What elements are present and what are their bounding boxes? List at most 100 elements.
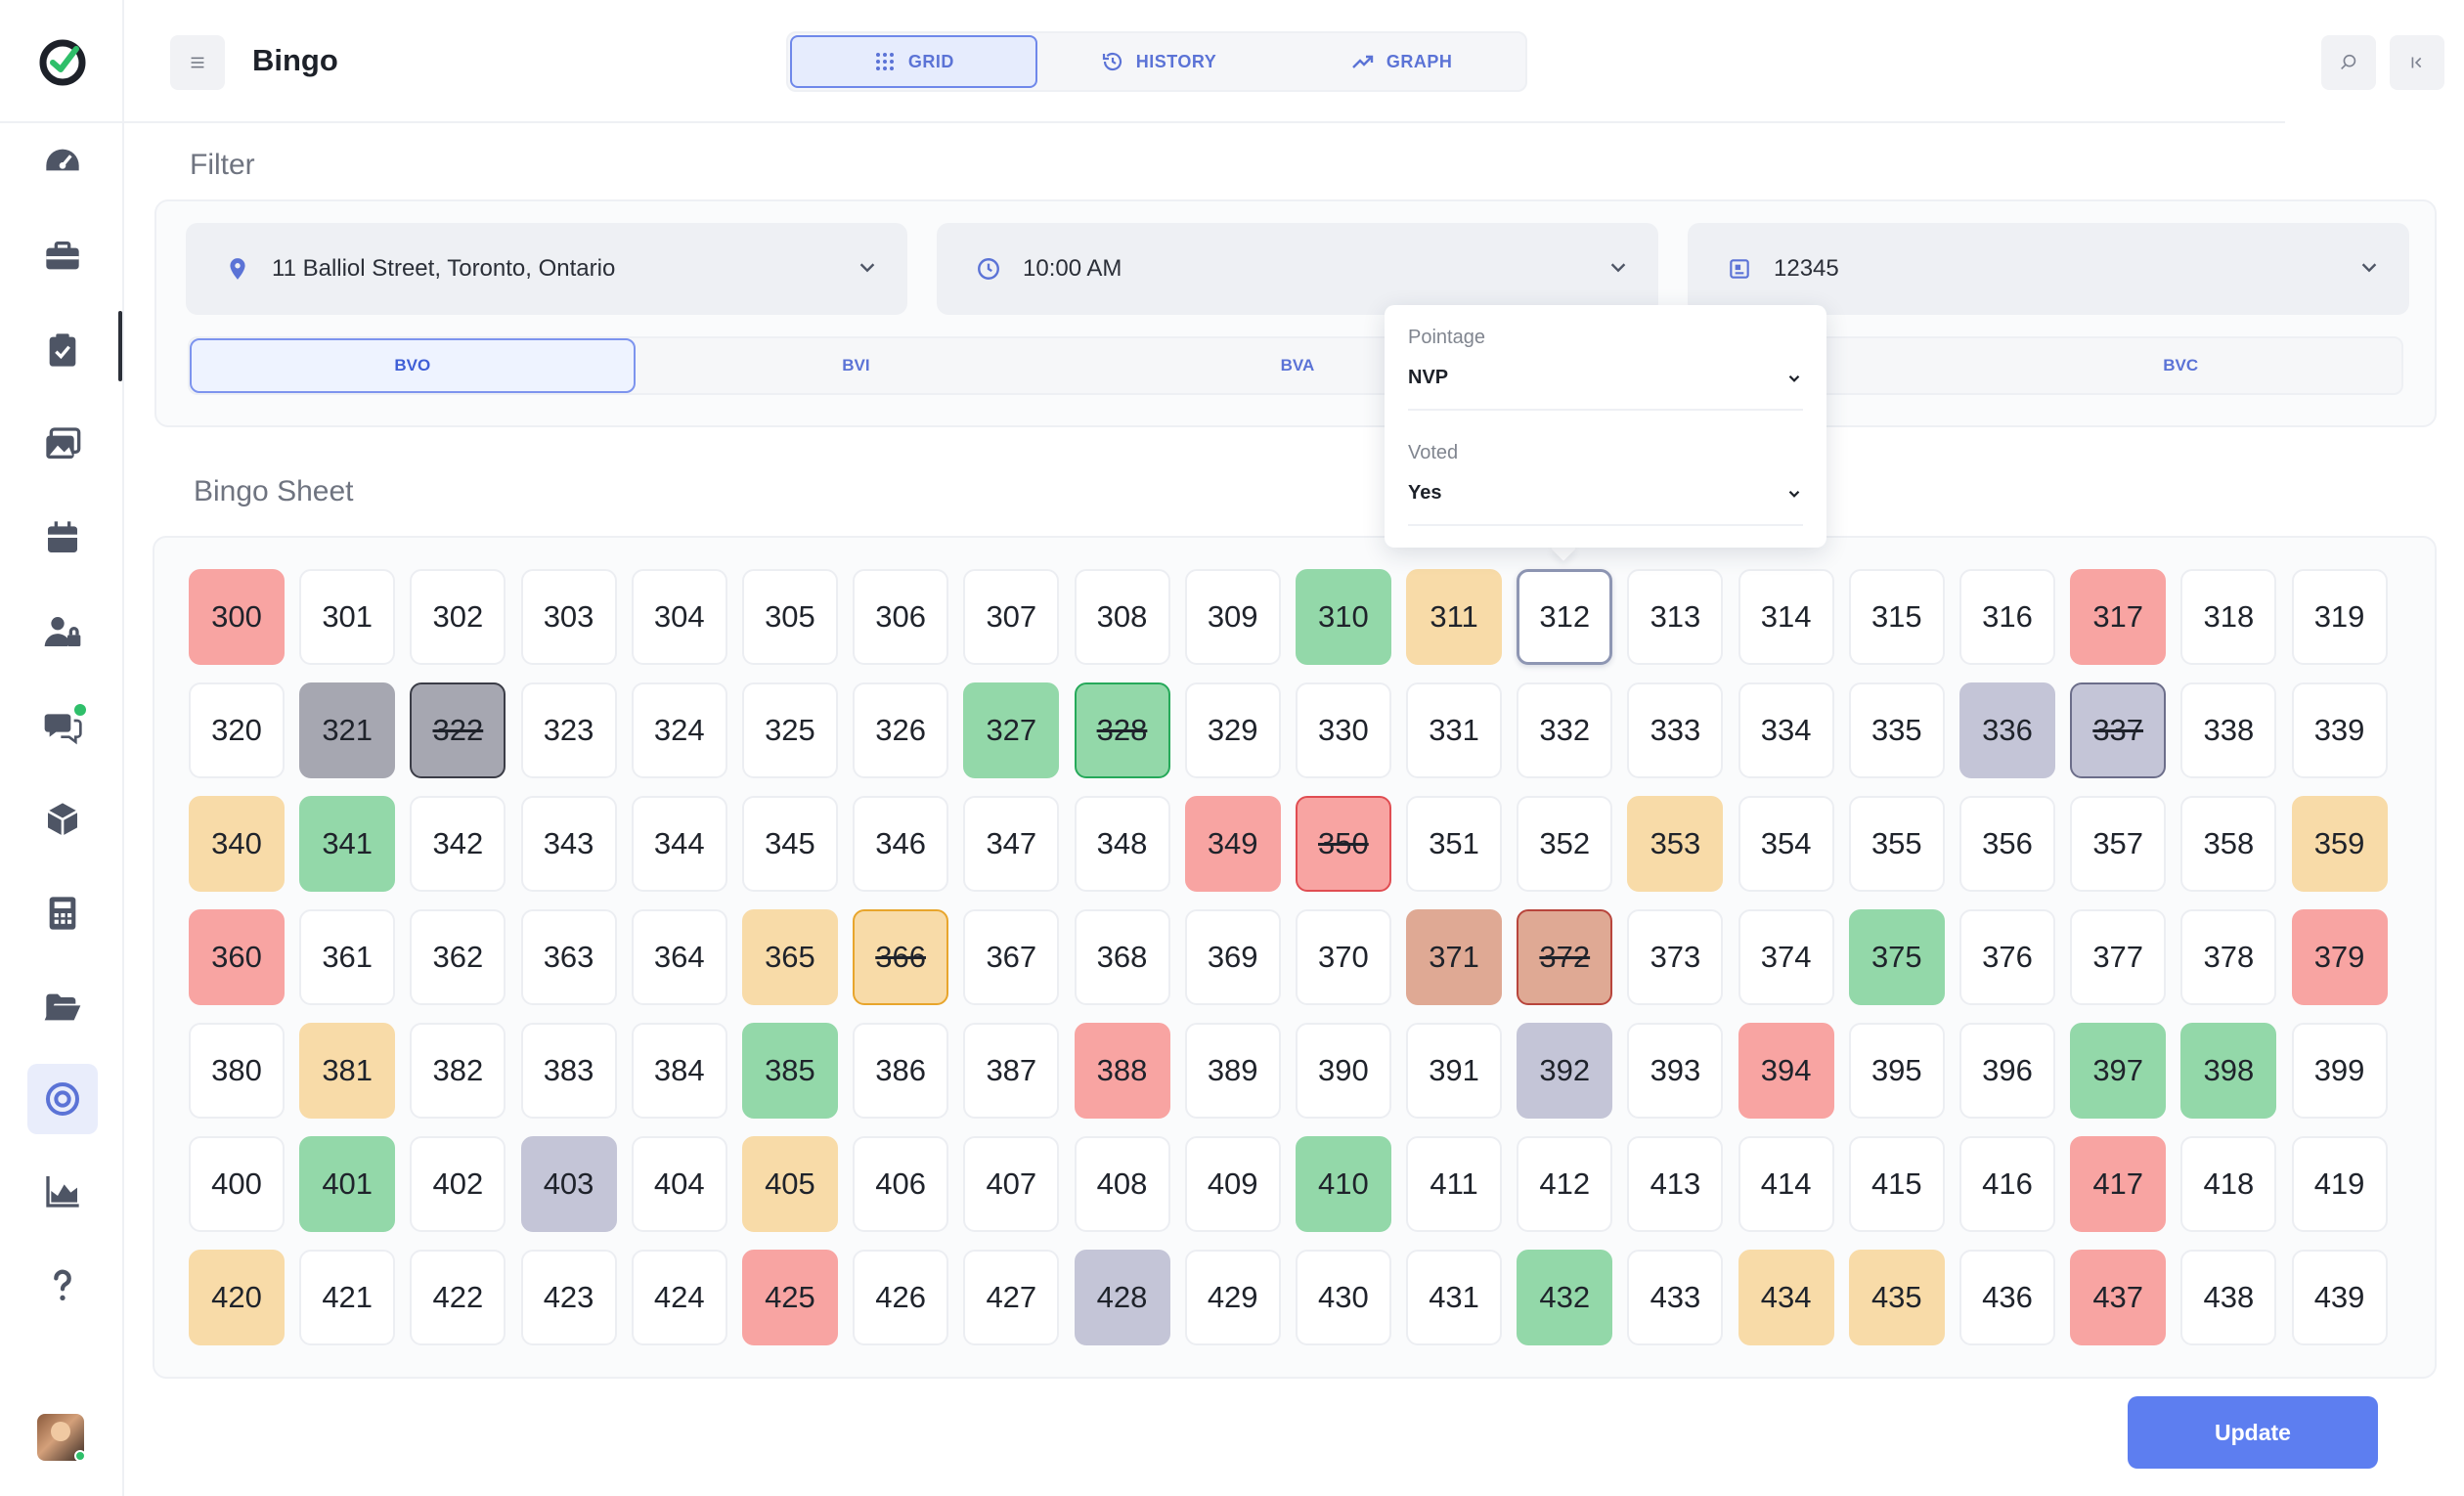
bingo-cell[interactable]: 389 xyxy=(1184,1023,1281,1119)
bingo-cell[interactable]: 413 xyxy=(1627,1136,1724,1232)
bingo-cell[interactable]: 324 xyxy=(631,682,727,778)
bingo-cell[interactable]: 303 xyxy=(520,569,617,665)
bingo-cell[interactable]: 371 xyxy=(1406,909,1503,1005)
bingo-cell[interactable]: 314 xyxy=(1738,569,1834,665)
bingo-cell[interactable]: 372 xyxy=(1517,909,1613,1005)
bingo-cell[interactable]: 335 xyxy=(1848,682,1945,778)
bingo-cell[interactable]: 401 xyxy=(299,1136,396,1232)
target-icon[interactable] xyxy=(27,1064,98,1134)
bingo-cell[interactable]: 367 xyxy=(963,909,1060,1005)
tab-grid[interactable]: GRID xyxy=(790,35,1037,88)
area-chart-icon[interactable] xyxy=(27,1156,98,1226)
bingo-cell[interactable]: 385 xyxy=(741,1023,838,1119)
bingo-cell[interactable]: 392 xyxy=(1517,1023,1613,1119)
bingo-cell[interactable]: 405 xyxy=(741,1136,838,1232)
bingo-cell[interactable]: 345 xyxy=(741,796,838,892)
bingo-cell[interactable]: 380 xyxy=(189,1023,285,1119)
bingo-cell[interactable]: 338 xyxy=(2180,682,2277,778)
bingo-cell[interactable]: 316 xyxy=(1959,569,2055,665)
segment-bvo[interactable]: BVO xyxy=(190,338,636,393)
code-dropdown[interactable]: 12345 xyxy=(1688,223,2409,315)
pointage-select[interactable]: NVP xyxy=(1408,367,1803,411)
chat-icon[interactable] xyxy=(27,690,98,761)
bingo-cell[interactable]: 436 xyxy=(1959,1250,2055,1345)
bingo-cell[interactable]: 361 xyxy=(299,909,396,1005)
bingo-cell[interactable]: 306 xyxy=(853,569,949,665)
bingo-cell[interactable]: 388 xyxy=(1074,1023,1170,1119)
bingo-cell[interactable]: 397 xyxy=(2070,1023,2167,1119)
help-icon[interactable] xyxy=(27,1250,98,1320)
bingo-cell[interactable]: 320 xyxy=(189,682,285,778)
bingo-cell[interactable]: 344 xyxy=(631,796,727,892)
briefcase-icon[interactable] xyxy=(27,221,98,291)
bingo-cell[interactable]: 355 xyxy=(1848,796,1945,892)
bingo-cell[interactable]: 375 xyxy=(1848,909,1945,1005)
bingo-cell[interactable]: 328 xyxy=(1074,682,1170,778)
bingo-cell[interactable]: 313 xyxy=(1627,569,1724,665)
bingo-cell[interactable]: 395 xyxy=(1848,1023,1945,1119)
bingo-cell[interactable]: 362 xyxy=(410,909,506,1005)
tab-history[interactable]: HISTORY xyxy=(1037,35,1281,88)
folder-open-icon[interactable] xyxy=(27,972,98,1042)
bingo-cell[interactable]: 422 xyxy=(410,1250,506,1345)
bingo-cell[interactable]: 346 xyxy=(853,796,949,892)
bingo-cell[interactable]: 432 xyxy=(1517,1250,1613,1345)
bingo-cell[interactable]: 300 xyxy=(189,569,285,665)
bingo-cell[interactable]: 374 xyxy=(1738,909,1834,1005)
bingo-cell[interactable]: 364 xyxy=(631,909,727,1005)
bingo-cell[interactable]: 315 xyxy=(1848,569,1945,665)
bingo-cell[interactable]: 439 xyxy=(2291,1250,2388,1345)
bingo-cell[interactable]: 339 xyxy=(2291,682,2388,778)
bingo-cell[interactable]: 425 xyxy=(741,1250,838,1345)
bingo-cell[interactable]: 411 xyxy=(1406,1136,1503,1232)
bingo-cell[interactable]: 408 xyxy=(1074,1136,1170,1232)
bingo-cell[interactable]: 386 xyxy=(853,1023,949,1119)
bingo-cell[interactable]: 331 xyxy=(1406,682,1503,778)
voted-field[interactable]: Voted Yes xyxy=(1408,442,1803,526)
dashboard-gauge-icon[interactable] xyxy=(27,127,98,198)
bingo-cell[interactable]: 311 xyxy=(1406,569,1503,665)
bingo-cell[interactable]: 302 xyxy=(410,569,506,665)
app-logo-icon[interactable] xyxy=(37,37,88,88)
bingo-cell[interactable]: 365 xyxy=(741,909,838,1005)
bingo-cell[interactable]: 321 xyxy=(299,682,396,778)
bingo-cell[interactable]: 403 xyxy=(520,1136,617,1232)
bingo-cell[interactable]: 428 xyxy=(1074,1250,1170,1345)
bingo-cell[interactable]: 323 xyxy=(520,682,617,778)
bingo-cell[interactable]: 340 xyxy=(189,796,285,892)
bingo-cell[interactable]: 366 xyxy=(853,909,949,1005)
bingo-cell[interactable]: 404 xyxy=(631,1136,727,1232)
bingo-cell[interactable]: 317 xyxy=(2070,569,2167,665)
bingo-cell[interactable]: 360 xyxy=(189,909,285,1005)
bingo-cell[interactable]: 377 xyxy=(2070,909,2167,1005)
bingo-cell[interactable]: 301 xyxy=(299,569,396,665)
bingo-cell[interactable]: 332 xyxy=(1517,682,1613,778)
bingo-cell[interactable]: 351 xyxy=(1406,796,1503,892)
bingo-cell[interactable]: 348 xyxy=(1074,796,1170,892)
bingo-cell[interactable]: 431 xyxy=(1406,1250,1503,1345)
bingo-cell[interactable]: 423 xyxy=(520,1250,617,1345)
bingo-cell[interactable]: 304 xyxy=(631,569,727,665)
bingo-cell[interactable]: 325 xyxy=(741,682,838,778)
bingo-cell[interactable]: 368 xyxy=(1074,909,1170,1005)
bingo-cell[interactable]: 438 xyxy=(2180,1250,2277,1345)
tab-graph[interactable]: GRAPH xyxy=(1280,35,1523,88)
user-lock-icon[interactable] xyxy=(27,596,98,667)
bingo-cell[interactable]: 343 xyxy=(520,796,617,892)
bingo-cell[interactable]: 312 xyxy=(1517,569,1613,665)
bingo-cell[interactable]: 307 xyxy=(963,569,1060,665)
bingo-cell[interactable]: 333 xyxy=(1627,682,1724,778)
bingo-cell[interactable]: 305 xyxy=(741,569,838,665)
segment-bvc[interactable]: BVC xyxy=(2163,356,2199,374)
bingo-cell[interactable]: 419 xyxy=(2291,1136,2388,1232)
bingo-cell[interactable]: 341 xyxy=(299,796,396,892)
bingo-cell[interactable]: 415 xyxy=(1848,1136,1945,1232)
bingo-cell[interactable]: 382 xyxy=(410,1023,506,1119)
bingo-cell[interactable]: 429 xyxy=(1184,1250,1281,1345)
bingo-cell[interactable]: 356 xyxy=(1959,796,2055,892)
bingo-cell[interactable]: 384 xyxy=(631,1023,727,1119)
bingo-cell[interactable]: 420 xyxy=(189,1250,285,1345)
bingo-cell[interactable]: 319 xyxy=(2291,569,2388,665)
segment-bva[interactable]: BVA xyxy=(1280,356,1315,374)
bingo-cell[interactable]: 414 xyxy=(1738,1136,1834,1232)
